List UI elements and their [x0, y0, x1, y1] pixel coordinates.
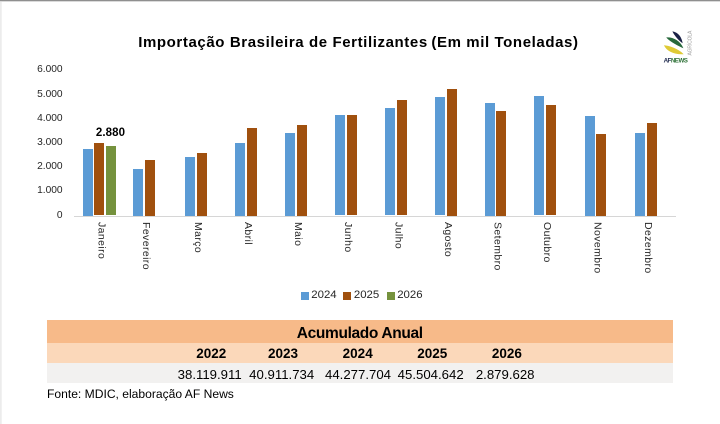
svg-text:AFNEWS: AFNEWS	[664, 57, 688, 64]
svg-text:AGRÍCOLA: AGRÍCOLA	[687, 30, 694, 55]
